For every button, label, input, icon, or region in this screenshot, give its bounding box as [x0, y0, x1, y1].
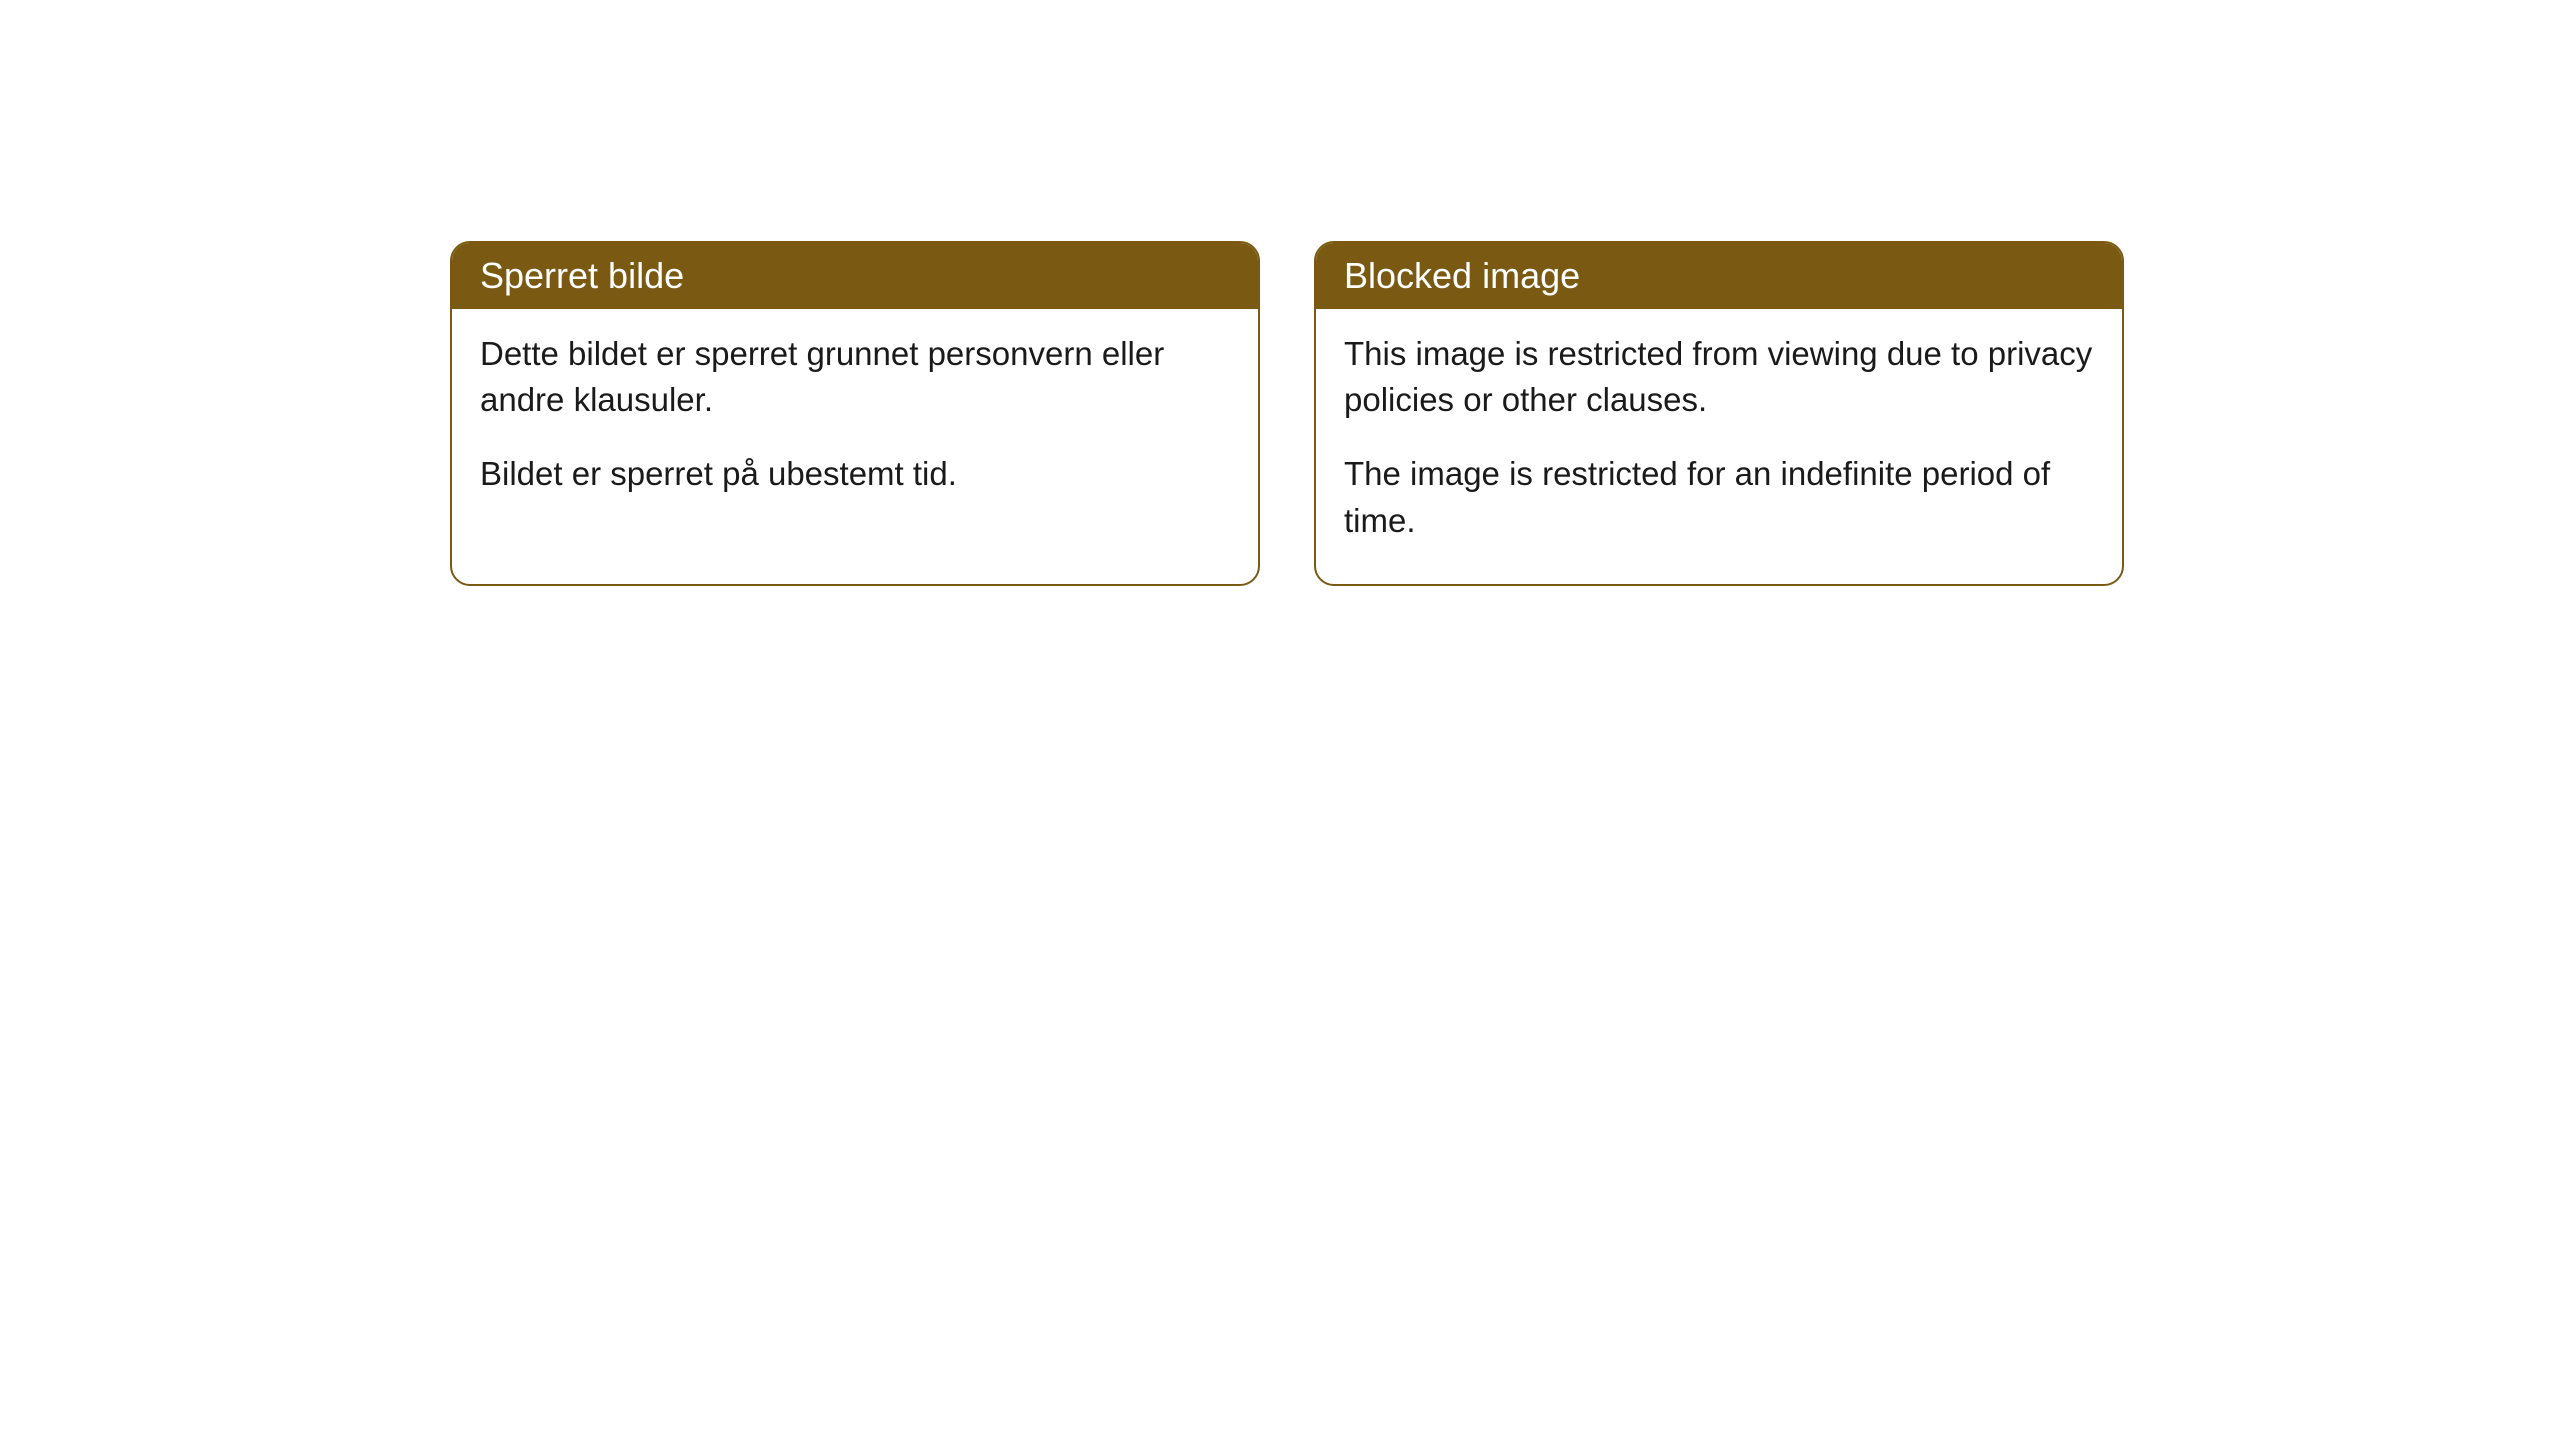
notice-card-norwegian: Sperret bilde Dette bildet er sperret gr… [450, 241, 1260, 586]
notice-cards-container: Sperret bilde Dette bildet er sperret gr… [450, 241, 2124, 586]
notice-paragraph: Bildet er sperret på ubestemt tid. [480, 451, 1230, 497]
notice-header: Sperret bilde [452, 243, 1258, 309]
notice-paragraph: The image is restricted for an indefinit… [1344, 451, 2094, 543]
notice-title: Sperret bilde [480, 255, 684, 296]
notice-title: Blocked image [1344, 255, 1580, 296]
notice-paragraph: Dette bildet er sperret grunnet personve… [480, 331, 1230, 423]
notice-body: This image is restricted from viewing du… [1316, 309, 2122, 584]
notice-header: Blocked image [1316, 243, 2122, 309]
notice-body: Dette bildet er sperret grunnet personve… [452, 309, 1258, 538]
notice-paragraph: This image is restricted from viewing du… [1344, 331, 2094, 423]
notice-card-english: Blocked image This image is restricted f… [1314, 241, 2124, 586]
